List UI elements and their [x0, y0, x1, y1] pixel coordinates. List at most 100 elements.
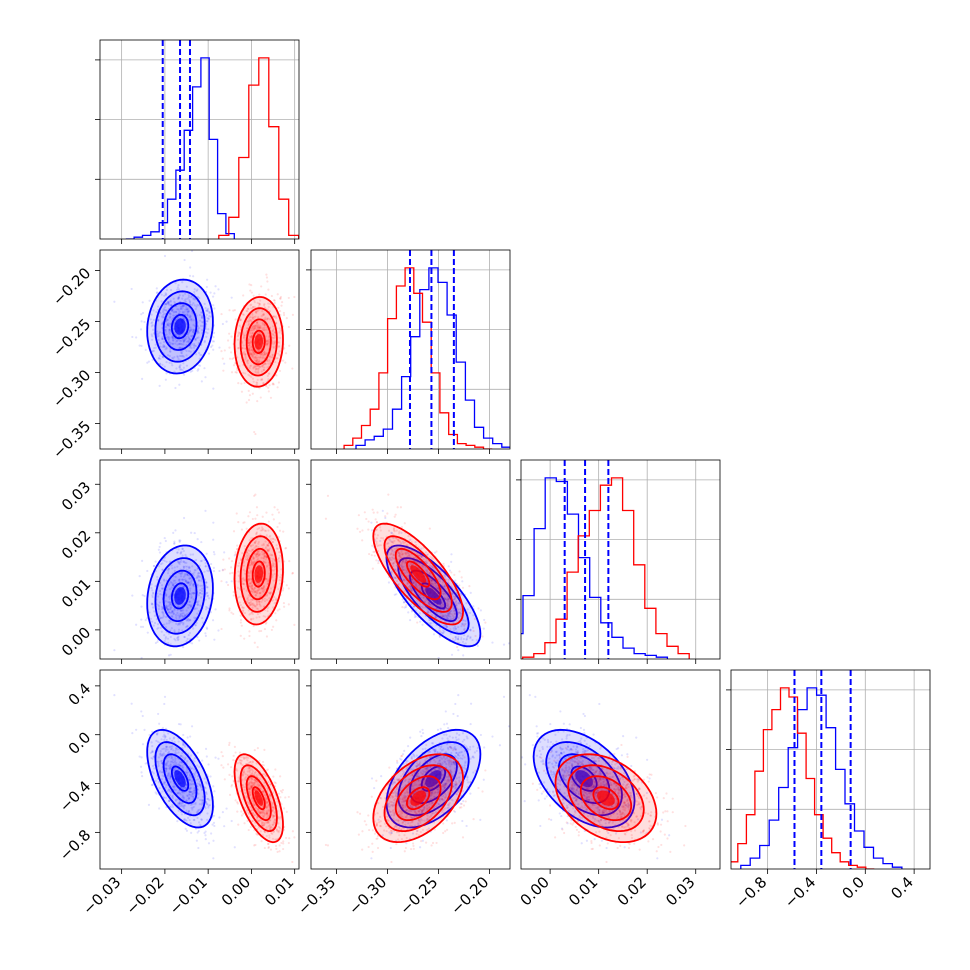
panel-bg [100, 40, 299, 239]
scatter-point [186, 314, 189, 317]
scatter-point [253, 430, 256, 434]
scatter-point [141, 311, 145, 315]
scatter-point [197, 846, 200, 850]
scatter-point [168, 611, 171, 614]
scatter-point [163, 634, 166, 637]
scatter-point [141, 559, 144, 563]
scatter-point [161, 337, 164, 340]
scatter-point [171, 336, 174, 340]
scatter-point [184, 579, 187, 583]
scatter-point [185, 829, 189, 832]
scatter-point [176, 565, 179, 568]
scatter-point [420, 555, 423, 558]
scatter-point [197, 574, 200, 578]
scatter-point [278, 369, 282, 373]
scatter-point [198, 564, 201, 567]
scatter-point [174, 529, 177, 532]
scatter-point [182, 565, 185, 568]
scatter-point [208, 312, 211, 315]
scatter-point [176, 288, 179, 291]
scatter-point [536, 735, 539, 738]
scatter-point [157, 607, 160, 611]
scatter-point [171, 308, 174, 311]
scatter-point [270, 294, 273, 298]
scatter-point [185, 561, 188, 565]
scatter-point [161, 322, 164, 325]
scatter-point [189, 619, 192, 622]
scatter-point [171, 364, 174, 367]
scatter-point [174, 342, 177, 345]
scatter-point [151, 358, 154, 361]
scatter-point [160, 616, 163, 620]
scatter-point [190, 346, 193, 350]
scatter-point [178, 622, 181, 625]
scatter-point [178, 354, 181, 358]
scatter-point [152, 349, 156, 352]
scatter-point [163, 294, 166, 297]
scatter-point [164, 302, 167, 306]
scatter-point [265, 276, 269, 279]
scatter-point [196, 303, 199, 307]
scatter-point [182, 343, 185, 346]
scatter-point [177, 622, 180, 625]
scatter-point [408, 564, 411, 568]
scatter-point [187, 633, 190, 637]
scatter-point [201, 320, 204, 324]
panel-0-0 [100, 40, 299, 239]
scatter-point [190, 580, 193, 583]
scatter-point [173, 637, 176, 641]
scatter-point [193, 290, 196, 294]
scatter-point [434, 607, 438, 610]
scatter-point [179, 572, 182, 575]
scatter-point [152, 624, 155, 627]
scatter-point [436, 728, 440, 732]
scatter-point [182, 305, 185, 308]
scatter-point [161, 587, 164, 590]
scatter-point [211, 344, 214, 347]
scatter-point [217, 757, 220, 760]
scatter-point [168, 603, 171, 606]
scatter-point [158, 354, 161, 358]
scatter-point [196, 575, 199, 579]
scatter-point [176, 339, 179, 342]
scatter-point [155, 792, 158, 795]
scatter-point [187, 331, 191, 334]
scatter-point [152, 592, 155, 595]
scatter-point [452, 712, 455, 716]
scatter-point [462, 654, 465, 657]
scatter-point [447, 565, 450, 568]
scatter-point [173, 370, 176, 373]
scatter-point [184, 300, 188, 303]
scatter-point [166, 637, 170, 640]
scatter-point [159, 563, 163, 566]
scatter-point [168, 328, 172, 331]
scatter-point [172, 531, 175, 534]
scatter-point [211, 295, 215, 298]
scatter-point [169, 635, 172, 639]
scatter-point [206, 278, 209, 281]
scatter-point [197, 571, 200, 575]
scatter-point [162, 613, 165, 616]
scatter-point [469, 628, 472, 631]
scatter-point [185, 568, 188, 571]
scatter-point [182, 567, 185, 570]
scatter-point [151, 335, 154, 338]
panel-2-1 [311, 460, 510, 659]
scatter-point [180, 339, 183, 342]
scatter-point [172, 612, 175, 616]
scatter-point [443, 585, 446, 588]
scatter-point [191, 584, 195, 587]
scatter-point [211, 619, 215, 622]
scatter-point [206, 591, 209, 594]
scatter-point [205, 323, 208, 326]
scatter-point [206, 308, 209, 312]
scatter-point [199, 604, 202, 607]
scatter-point [196, 567, 199, 570]
scatter-point [191, 572, 194, 575]
scatter-point [178, 539, 181, 542]
scatter-point [660, 818, 664, 821]
scatter-point [170, 615, 174, 618]
scatter-point [535, 725, 538, 728]
scatter-point [158, 356, 161, 360]
scatter-point [168, 336, 171, 339]
